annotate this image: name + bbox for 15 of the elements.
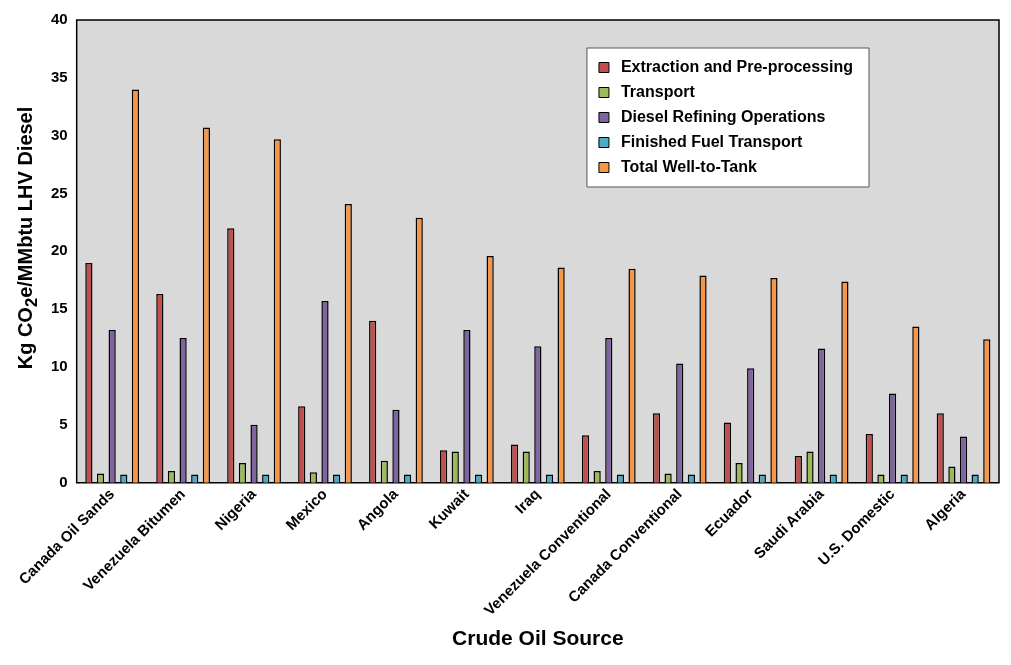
y-tick-label: 35 — [51, 67, 68, 85]
legend-label: Finished Fuel Transport — [620, 132, 803, 150]
y-tick-label: 20 — [51, 241, 68, 259]
legend-label: Transport — [620, 82, 696, 100]
y-tick-label: 5 — [59, 414, 68, 432]
y-tick-label: 40 — [51, 10, 68, 28]
y-tick-label: 10 — [51, 357, 68, 375]
x-axis-title: Crude Oil Source — [452, 626, 624, 650]
legend-label: Diesel Refining Operations — [620, 107, 826, 125]
y-tick-label: 15 — [51, 299, 68, 317]
legend-label: Extraction and Pre-processing — [620, 57, 853, 75]
legend-label: Total Well-to-Tank — [620, 157, 758, 175]
y-tick-label: 30 — [51, 125, 68, 143]
y-tick-label: 0 — [59, 472, 68, 490]
y-tick-label: 25 — [51, 183, 68, 201]
